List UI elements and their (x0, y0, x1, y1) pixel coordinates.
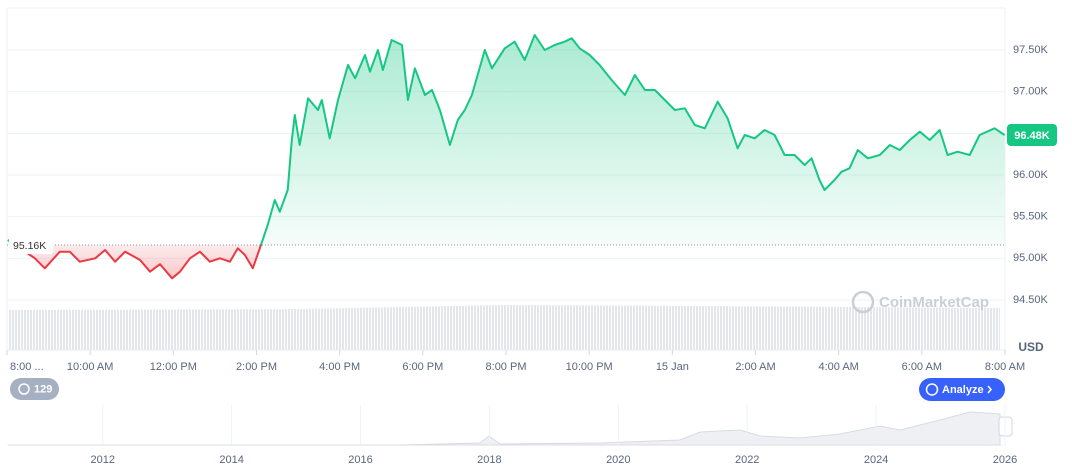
analyze-icon (925, 383, 939, 396)
chevron (987, 385, 992, 394)
navigator-year: 2012 (90, 454, 114, 466)
x-tick-label: 4:00 AM (818, 361, 858, 373)
analyze-label: Analyze (942, 384, 984, 396)
x-tick-label: 10:00 AM (67, 361, 113, 373)
history-icon (18, 383, 30, 395)
x-tick-label: 4:00 PM (319, 361, 360, 373)
price-area (7, 35, 1005, 279)
x-tick-label: 10:00 PM (566, 361, 613, 373)
y-tick-label: 97.00K (1013, 86, 1049, 98)
button-bg (919, 378, 1005, 401)
current-price-badge (1007, 124, 1057, 146)
analyze-button[interactable]: Analyze (919, 378, 1005, 401)
x-tick-label: 15 Jan (656, 361, 689, 373)
navigator (7, 411, 1013, 446)
navigator-year: 2022 (735, 454, 759, 466)
history-count: 129 (34, 383, 52, 395)
x-tick-label: 2:00 PM (236, 361, 277, 373)
navigator-year: 2020 (606, 454, 630, 466)
x-tick-label: 8:00 AM (985, 361, 1025, 373)
watermark: CoinMarketCap (851, 290, 989, 314)
baseline-label: 95.16K (13, 240, 46, 252)
x-tick-label: 8:00 PM (486, 361, 527, 373)
y-tick-label: 95.50K (1013, 211, 1049, 223)
history-badge[interactable]: 129 (10, 378, 59, 400)
price-line (7, 34, 1006, 280)
navigator-year: 2024 (864, 454, 888, 466)
navigator-area (8, 411, 1001, 446)
x-tick-label: 6:00 PM (402, 361, 443, 373)
badge-bg (10, 378, 59, 400)
navigator-year: 2018 (477, 454, 501, 466)
navigator-year: 2014 (219, 454, 243, 466)
unit-label: USD (1018, 340, 1044, 354)
navigator-year: 2026 (993, 454, 1017, 466)
navigator-year: 2016 (348, 454, 372, 466)
baseline-tag (9, 236, 53, 254)
x-tick-label: 12:00 PM (150, 361, 197, 373)
volume-bars (8, 305, 1000, 350)
y-tick-label: 96.00K (1013, 169, 1049, 181)
x-tick-label: 8:00 ... (10, 361, 44, 373)
watermark-text: CoinMarketCap (879, 294, 989, 311)
y-tick-label: 95.00K (1013, 252, 1049, 264)
y-tick-label: 94.50K (1013, 294, 1049, 306)
x-tick-label: 6:00 AM (902, 361, 942, 373)
x-tick-label: 2:00 AM (735, 361, 775, 373)
current-price-label: 96.48K (1014, 130, 1050, 142)
y-tick-label: 97.50K (1013, 44, 1049, 56)
